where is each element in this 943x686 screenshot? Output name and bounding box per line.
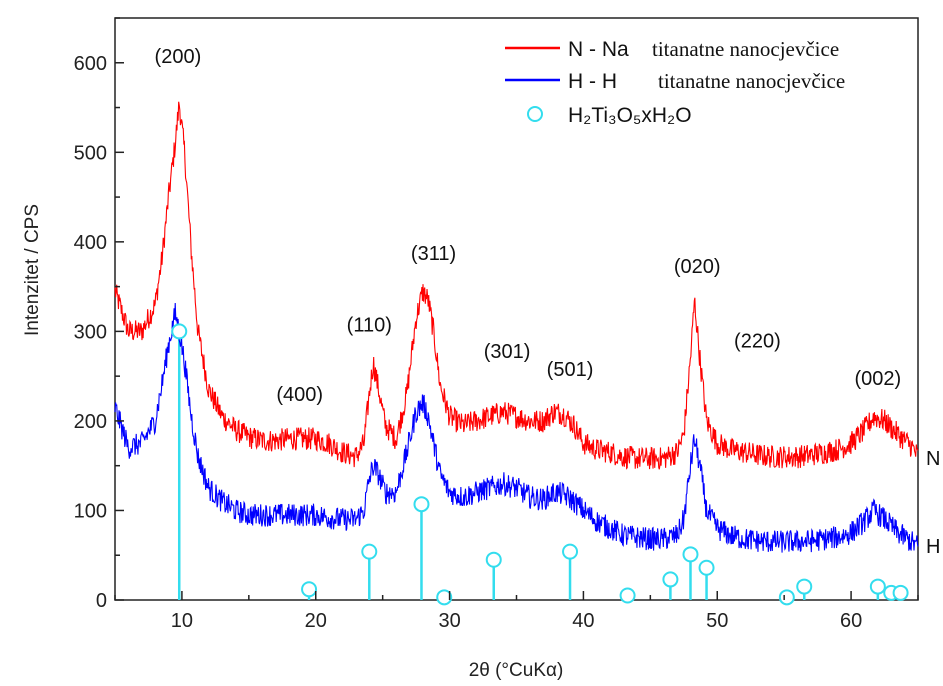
peak-label: (400) (276, 384, 323, 406)
y-tick-label: 300 (74, 321, 107, 343)
reference-marker (682, 546, 699, 563)
x-tick-label: 20 (305, 610, 327, 632)
y-axis-title: Intenzitet / CPS (22, 204, 43, 336)
legend-marker-ref (527, 106, 543, 122)
legend-prefix-n: N - Na (568, 38, 629, 61)
reference-marker (869, 578, 886, 595)
legend-label-n: titanatne nanocjevčice (652, 37, 839, 61)
series-end-label-h: H (926, 536, 940, 558)
peak-label: (501) (547, 359, 594, 381)
y-axis-ticks: 0 100 200 300 400 500 600 (74, 17, 124, 612)
reference-marker (698, 559, 715, 576)
legend-label-ref: H₂Ti₃O₅xH₂O (568, 104, 692, 127)
series-line-n (114, 101, 919, 470)
reference-marker (485, 551, 502, 568)
y-tick-label: 200 (74, 411, 107, 433)
reference-marker (619, 587, 636, 604)
reference-marker (171, 323, 188, 340)
x-tick-label: 60 (840, 610, 862, 632)
x-axis-ticks: 10 20 30 40 50 60 (114, 591, 919, 632)
series-end-label-n: N (926, 448, 940, 470)
peak-label: (020) (674, 256, 721, 278)
x-tick-label: 50 (706, 610, 728, 632)
peak-label: (110) (347, 314, 392, 336)
reference-marker (436, 589, 453, 606)
x-tick-label: 40 (572, 610, 594, 632)
reference-marker (361, 543, 378, 560)
peak-label: (200) (155, 46, 202, 68)
y-tick-label: 400 (74, 232, 107, 254)
peak-labels: (200) (400) (110) (311) (301) (501) (020) (220)… (155, 46, 902, 406)
reference-marker (892, 584, 909, 601)
reference-marker (562, 543, 579, 560)
reference-marker (778, 589, 795, 606)
reference-markers (171, 323, 909, 606)
legend: N - Na titanatne nanocjevčice H - H tita… (505, 37, 845, 127)
peak-label: (002) (854, 368, 901, 390)
reference-marker (796, 578, 813, 595)
legend-label-h: titanatne nanocjevčice (658, 69, 845, 93)
y-tick-label: 0 (96, 590, 107, 612)
peak-label: (311) (411, 243, 456, 265)
x-tick-label: 30 (438, 610, 460, 632)
y-tick-label: 100 (74, 500, 107, 522)
series-lines (114, 101, 919, 553)
legend-prefix-h: H - H (568, 70, 617, 93)
y-tick-label: 500 (74, 142, 107, 164)
peak-label: (301) (484, 341, 531, 363)
reference-marker (662, 571, 679, 588)
reference-marker (301, 581, 318, 598)
x-axis-title: 2θ (°CuKα) (469, 660, 564, 681)
y-tick-label: 600 (74, 53, 107, 75)
x-tick-label: 10 (171, 610, 193, 632)
peak-label: (220) (734, 331, 781, 353)
reference-marker (413, 496, 430, 513)
series-line-h (114, 302, 919, 553)
